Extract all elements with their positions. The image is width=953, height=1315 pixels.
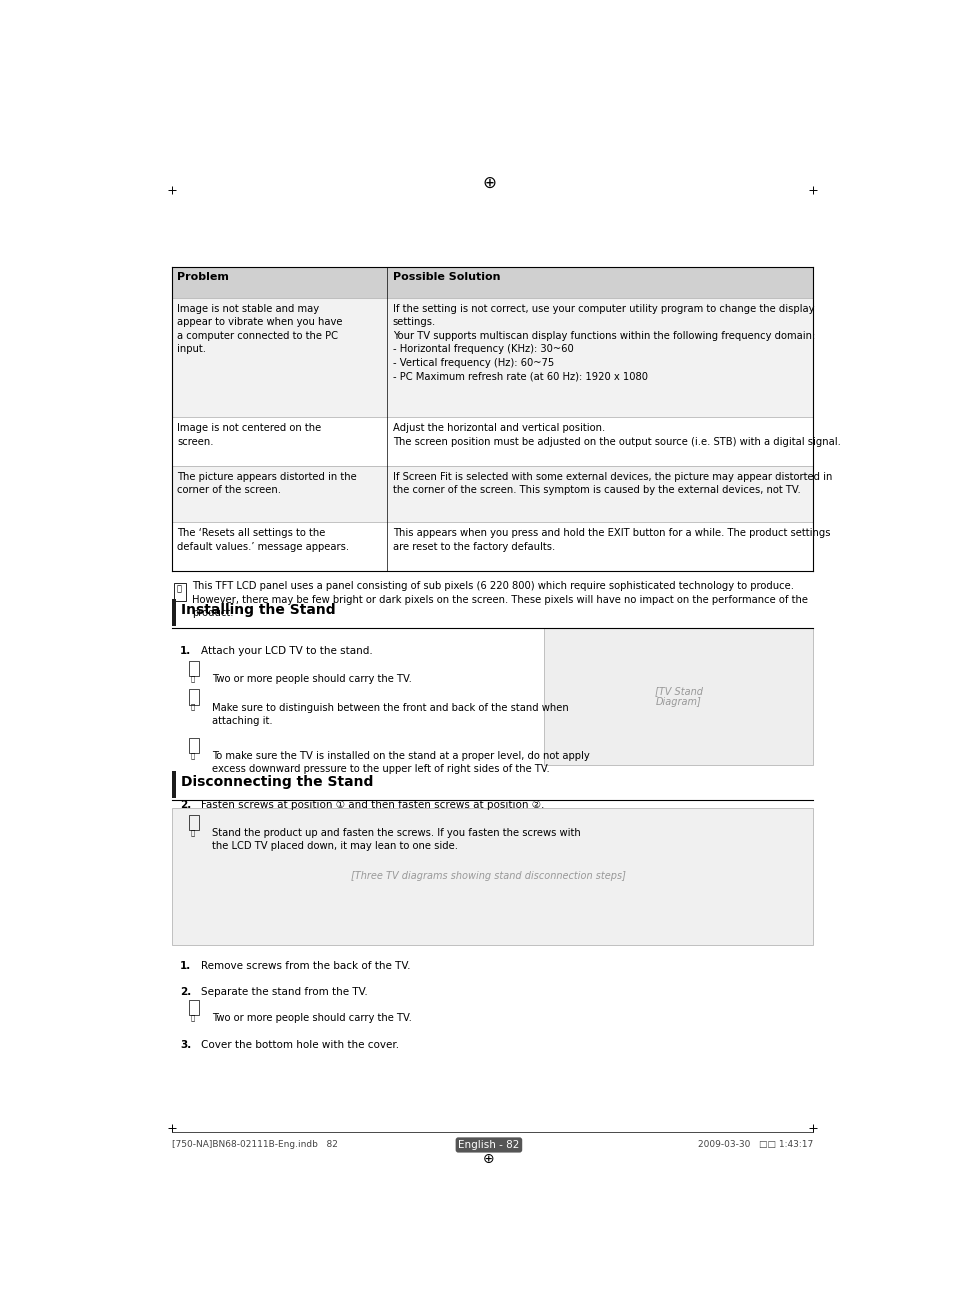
Text: Problem: Problem [176,272,229,283]
Text: If Screen Fit is selected with some external devices, the picture may appear dis: If Screen Fit is selected with some exte… [393,472,831,496]
Text: Image is not centered on the
screen.: Image is not centered on the screen. [176,423,321,447]
Text: Adjust the horizontal and vertical position.
The screen position must be adjuste: Adjust the horizontal and vertical posit… [393,423,840,447]
Bar [189,689,199,705]
Text: 3.: 3. [180,1040,191,1049]
Text: Two or more people should carry the TV.: Two or more people should carry the TV. [213,675,412,684]
Bar [189,815,199,830]
Text: Possible Solution: Possible Solution [393,272,500,283]
Text: 1.: 1. [180,961,191,970]
Text: Ⓟ: Ⓟ [190,1014,194,1020]
Bar [172,600,176,626]
Text: Separate the stand from the TV.: Separate the stand from the TV. [200,988,367,997]
Bar [172,772,176,798]
Bar [189,738,199,753]
Text: This TFT LCD panel uses a panel consisting of sub pixels (6 220 800) which requi: This TFT LCD panel uses a panel consisti… [192,581,807,618]
Bar [173,583,186,601]
Bar [172,417,812,466]
Text: To make sure the TV is installed on the stand at a proper level, do not apply
ex: To make sure the TV is installed on the … [213,751,590,775]
Bar [172,807,812,944]
Text: English - 82: English - 82 [457,1140,519,1151]
Text: Ⓟ: Ⓟ [190,830,194,836]
Text: The picture appears distorted in the
corner of the screen.: The picture appears distorted in the cor… [176,472,356,496]
Text: ⊕: ⊕ [481,174,496,192]
Text: Ⓟ: Ⓟ [190,675,194,681]
Text: Stand the product up and fasten the screws. If you fasten the screws with
the LC: Stand the product up and fasten the scre… [213,828,580,851]
Bar [172,522,812,571]
Text: [TV Stand
Diagram]: [TV Stand Diagram] [654,685,701,707]
Text: The ‘Resets all settings to the
default values.’ message appears.: The ‘Resets all settings to the default … [176,529,349,552]
Text: Ⓟ: Ⓟ [176,584,181,593]
Text: Two or more people should carry the TV.: Two or more people should carry the TV. [213,1014,412,1023]
Text: 2.: 2. [180,800,191,810]
Text: If the setting is not correct, use your computer utility program to change the d: If the setting is not correct, use your … [393,304,814,381]
Bar [172,267,812,297]
Text: [750-NA]BN68-02111B-Eng.indb   82: [750-NA]BN68-02111B-Eng.indb 82 [172,1140,338,1149]
Text: [Three TV diagrams showing stand disconnection steps]: [Three TV diagrams showing stand disconn… [351,872,626,881]
Bar [172,466,812,522]
Text: 1.: 1. [180,646,191,656]
Bar [172,297,812,417]
Text: Fasten screws at position ① and then fasten screws at position ②.: Fasten screws at position ① and then fas… [200,800,543,810]
Text: Image is not stable and may
appear to vibrate when you have
a computer connected: Image is not stable and may appear to vi… [176,304,342,355]
Text: 2009-03-30   □□ 1:43:17: 2009-03-30 □□ 1:43:17 [697,1140,812,1149]
Text: ⊕: ⊕ [482,1152,495,1166]
Bar [189,1001,199,1015]
Text: Ⓟ: Ⓟ [190,752,194,759]
Text: This appears when you press and hold the EXIT button for a while. The product se: This appears when you press and hold the… [393,529,829,552]
Text: Disconnecting the Stand: Disconnecting the Stand [181,776,374,789]
Text: Remove screws from the back of the TV.: Remove screws from the back of the TV. [200,961,410,970]
Text: 2.: 2. [180,988,191,997]
Text: Cover the bottom hole with the cover.: Cover the bottom hole with the cover. [200,1040,398,1049]
Text: Make sure to distinguish between the front and back of the stand when
attaching : Make sure to distinguish between the fro… [213,702,569,726]
Bar [544,627,812,765]
Text: Attach your LCD TV to the stand.: Attach your LCD TV to the stand. [200,646,372,656]
Text: Installing the Stand: Installing the Stand [181,604,335,617]
Text: Ⓟ: Ⓟ [190,704,194,710]
Bar [189,661,199,676]
